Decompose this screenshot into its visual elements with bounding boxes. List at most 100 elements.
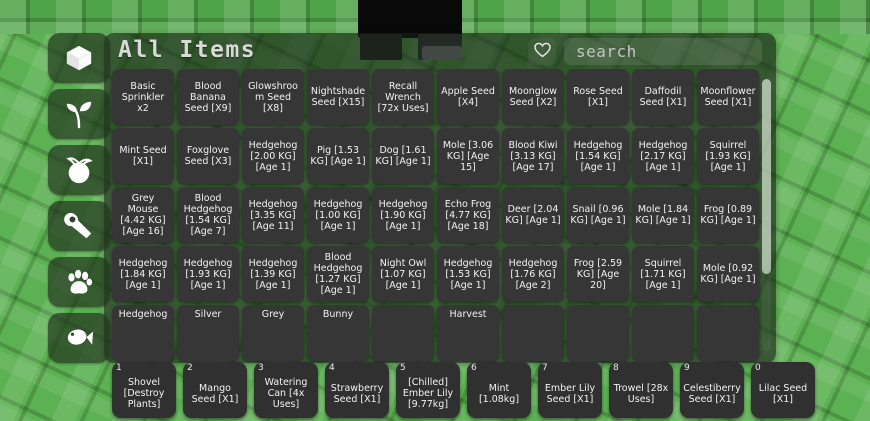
inventory-item-partial[interactable] — [502, 305, 564, 361]
inventory-item[interactable]: Frog [0.89 KG] [Age 1] — [697, 187, 759, 243]
hotbar-slot-key: 7 — [542, 363, 548, 373]
hotbar-slot-label: Watering Can [4x Uses] — [264, 377, 308, 410]
inventory-item[interactable]: Deer [2.04 KG] [Age 1] — [502, 187, 564, 243]
inventory-item[interactable]: Hedgehog [1.39 KG] [Age 1] — [242, 246, 304, 302]
inventory-item-partial[interactable] — [632, 305, 694, 361]
inventory-item-label: Hedgehog [1.84 KG] [Age 1] — [118, 257, 168, 291]
inventory-item-partial[interactable]: Grey — [242, 305, 304, 361]
inventory-item-label: Daffodil Seed [X1] — [639, 86, 687, 108]
inventory-item[interactable]: Blood Banana Seed [X9] — [177, 69, 239, 125]
inventory-item-partial[interactable]: Silver — [177, 305, 239, 361]
sidebar-item-all-items[interactable] — [48, 33, 110, 83]
inventory-item[interactable]: Daffodil Seed [X1] — [632, 69, 694, 125]
inventory-item-label: Hedgehog [1.76 KG] [Age 2] — [508, 257, 558, 291]
inventory-item[interactable]: Hedgehog [2.00 KG] [Age 1] — [242, 128, 304, 184]
inventory-item-label: Moonflower Seed [X1] — [700, 86, 756, 108]
inventory-item-partial[interactable] — [372, 305, 434, 361]
inventory-item[interactable]: Moonglow Seed [X2] — [502, 69, 564, 125]
inventory-item[interactable]: Snail [0.96 KG] [Age 1] — [567, 187, 629, 243]
hotbar-slot[interactable]: 7 Ember Lily Seed [X1] — [538, 362, 602, 418]
hotbar-slot[interactable]: 5 [Chilled] Ember Lily [9.77kg] — [396, 362, 460, 418]
inventory-item[interactable]: Hedgehog [1.93 KG] [Age 1] — [177, 246, 239, 302]
inventory-item-partial[interactable] — [567, 305, 629, 361]
inventory-item-label: Pig [1.53 KG] [Age 1] — [310, 145, 366, 167]
inventory-item[interactable]: Hedgehog [1.84 KG] [Age 1] — [112, 246, 174, 302]
inventory-item[interactable]: Hedgehog [1.53 KG] [Age 1] — [437, 246, 499, 302]
inventory-item[interactable]: Squirrel [1.71 KG] [Age 1] — [632, 246, 694, 302]
inventory-item-label: Blood Banana Seed [X9] — [184, 80, 232, 114]
inventory-item[interactable]: Rose Seed [X1] — [567, 69, 629, 125]
inventory-item[interactable]: Squirrel [1.93 KG] [Age 1] — [697, 128, 759, 184]
hotbar-slot[interactable]: 6 Mint [1.08kg] — [467, 362, 531, 418]
hotbar-slot[interactable]: 4 Strawberry Seed [X1] — [325, 362, 389, 418]
inventory-item-label: Hedgehog [2.17 KG] [Age 1] — [638, 139, 688, 173]
inventory-item[interactable]: Apple Seed [X4] — [437, 69, 499, 125]
inventory-item[interactable]: Dog [1.61 KG] [Age 1] — [372, 128, 434, 184]
search-input[interactable]: search — [564, 38, 762, 65]
inventory-item[interactable]: Recall Wrench [72x Uses] — [372, 69, 434, 125]
hotbar-slot-key: 8 — [613, 363, 619, 373]
hotbar: 1 Shovel [Destroy Plants] 2 Mango Seed [X1]… — [112, 362, 815, 418]
inventory-item[interactable]: Hedgehog [2.17 KG] [Age 1] — [632, 128, 694, 184]
inventory-item[interactable]: Night Owl [1.07 KG] [Age 1] — [372, 246, 434, 302]
inventory-item[interactable]: Glowshroom Seed [X8] — [242, 69, 304, 125]
inventory-item[interactable]: Mole [3.06 KG] [Age 15] — [437, 128, 499, 184]
sidebar-item-tools[interactable] — [48, 201, 110, 251]
inventory-item[interactable]: Hedgehog [1.54 KG] [Age 1] — [567, 128, 629, 184]
inventory-item[interactable]: Hedgehog [1.00 KG] [Age 1] — [307, 187, 369, 243]
inventory-item[interactable]: Echo Frog [4.77 KG] [Age 18] — [437, 187, 499, 243]
hotbar-slot-key: 4 — [329, 363, 335, 373]
item-grid-scroll-area[interactable]: Basic Sprinkler x2 Blood Banana Seed [X9]… — [104, 69, 776, 363]
inventory-item-label: Mole [0.92 KG] [Age 1] — [700, 263, 756, 285]
hotbar-slot-key: 0 — [755, 363, 761, 373]
inventory-item[interactable]: Blood Kiwi [3.13 KG] [Age 17] — [502, 128, 564, 184]
hotbar-slot[interactable]: 9 Celestiberry Seed [X1] — [680, 362, 744, 418]
sidebar-item-pets[interactable] — [48, 257, 110, 307]
inventory-item-partial[interactable]: Hedgehog — [112, 305, 174, 361]
inventory-item-label: Hedgehog [1.93 KG] [Age 1] — [183, 257, 233, 291]
inventory-item-label: Foxglove Seed [X3] — [184, 145, 232, 167]
sidebar-item-seeds[interactable] — [48, 89, 110, 139]
favorite-filter-button[interactable] — [528, 38, 556, 65]
inventory-item-partial[interactable]: Bunny — [307, 305, 369, 361]
inventory-item-label: Basic Sprinkler x2 — [121, 80, 165, 114]
hotbar-slot-label: Shovel [Destroy Plants] — [123, 377, 165, 410]
inventory-item[interactable]: Blood Hedgehog [1.27 KG] [Age 1] — [307, 246, 369, 302]
inventory-item[interactable]: Nightshade Seed [X15] — [307, 69, 369, 125]
inventory-item-partial[interactable] — [697, 305, 759, 361]
inventory-item[interactable]: Hedgehog [1.90 KG] [Age 1] — [372, 187, 434, 243]
scrollbar-track[interactable] — [762, 79, 771, 351]
hotbar-slot[interactable]: 3 Watering Can [4x Uses] — [254, 362, 318, 418]
hotbar-slot-key: 2 — [187, 363, 193, 373]
inventory-item[interactable]: Mole [1.84 KG] [Age 1] — [632, 187, 694, 243]
inventory-item-label: Blood Hedgehog [1.54 KG] [Age 7] — [183, 193, 233, 237]
inventory-item-partial[interactable]: Harvest — [437, 305, 499, 361]
inventory-item-label: Blood Kiwi [3.13 KG] [Age 17] — [508, 139, 558, 173]
inventory-item[interactable]: Moonflower Seed [X1] — [697, 69, 759, 125]
inventory-item[interactable]: Blood Hedgehog [1.54 KG] [Age 7] — [177, 187, 239, 243]
inventory-item-label: Mole [1.84 KG] [Age 1] — [635, 204, 691, 226]
hotbar-slot-key: 1 — [116, 363, 122, 373]
hotbar-slot[interactable]: 1 Shovel [Destroy Plants] — [112, 362, 176, 418]
hotbar-slot-key: 6 — [471, 363, 477, 373]
inventory-item[interactable]: Mint Seed [X1] — [112, 128, 174, 184]
hotbar-slot[interactable]: 8 Trowel [28x Uses] — [609, 362, 673, 418]
hotbar-slot[interactable]: 2 Mango Seed [X1] — [183, 362, 247, 418]
inventory-item[interactable]: Hedgehog [3.35 KG] [Age 11] — [242, 187, 304, 243]
inventory-item[interactable]: Mole [0.92 KG] [Age 1] — [697, 246, 759, 302]
inventory-item[interactable]: Pig [1.53 KG] [Age 1] — [307, 128, 369, 184]
inventory-item-label: Frog [2.59 KG] [Age 20] — [573, 257, 623, 291]
hotbar-slot-label: [Chilled] Ember Lily [9.77kg] — [402, 377, 454, 410]
hotbar-slot[interactable]: 0 Lilac Seed [X1] — [751, 362, 815, 418]
inventory-item[interactable]: Hedgehog [1.76 KG] [Age 2] — [502, 246, 564, 302]
inventory-item[interactable]: Basic Sprinkler x2 — [112, 69, 174, 125]
inventory-item-label: Squirrel [1.93 KG] [Age 1] — [705, 139, 751, 173]
inventory-item[interactable]: Grey Mouse [4.42 KG] [Age 16] — [112, 187, 174, 243]
inventory-item-label: Blood Hedgehog [1.27 KG] [Age 1] — [313, 252, 363, 296]
sidebar-item-fish[interactable] — [48, 313, 110, 363]
scrollbar-thumb[interactable] — [762, 79, 771, 274]
inventory-item[interactable]: Foxglove Seed [X3] — [177, 128, 239, 184]
sidebar-item-crops[interactable] — [48, 145, 110, 195]
inventory-item[interactable]: Frog [2.59 KG] [Age 20] — [567, 246, 629, 302]
inventory-item-label: Nightshade Seed [X15] — [310, 86, 366, 108]
